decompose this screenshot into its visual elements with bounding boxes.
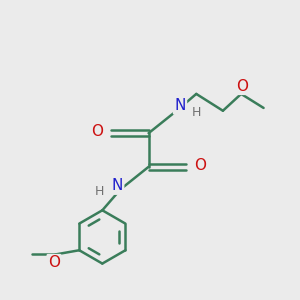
Text: N: N [112, 178, 123, 194]
Text: O: O [194, 158, 206, 173]
Text: N: N [174, 98, 186, 113]
Text: H: H [192, 106, 201, 118]
Text: H: H [95, 185, 104, 198]
Text: O: O [48, 255, 60, 270]
Text: O: O [236, 79, 248, 94]
Text: O: O [91, 124, 103, 139]
